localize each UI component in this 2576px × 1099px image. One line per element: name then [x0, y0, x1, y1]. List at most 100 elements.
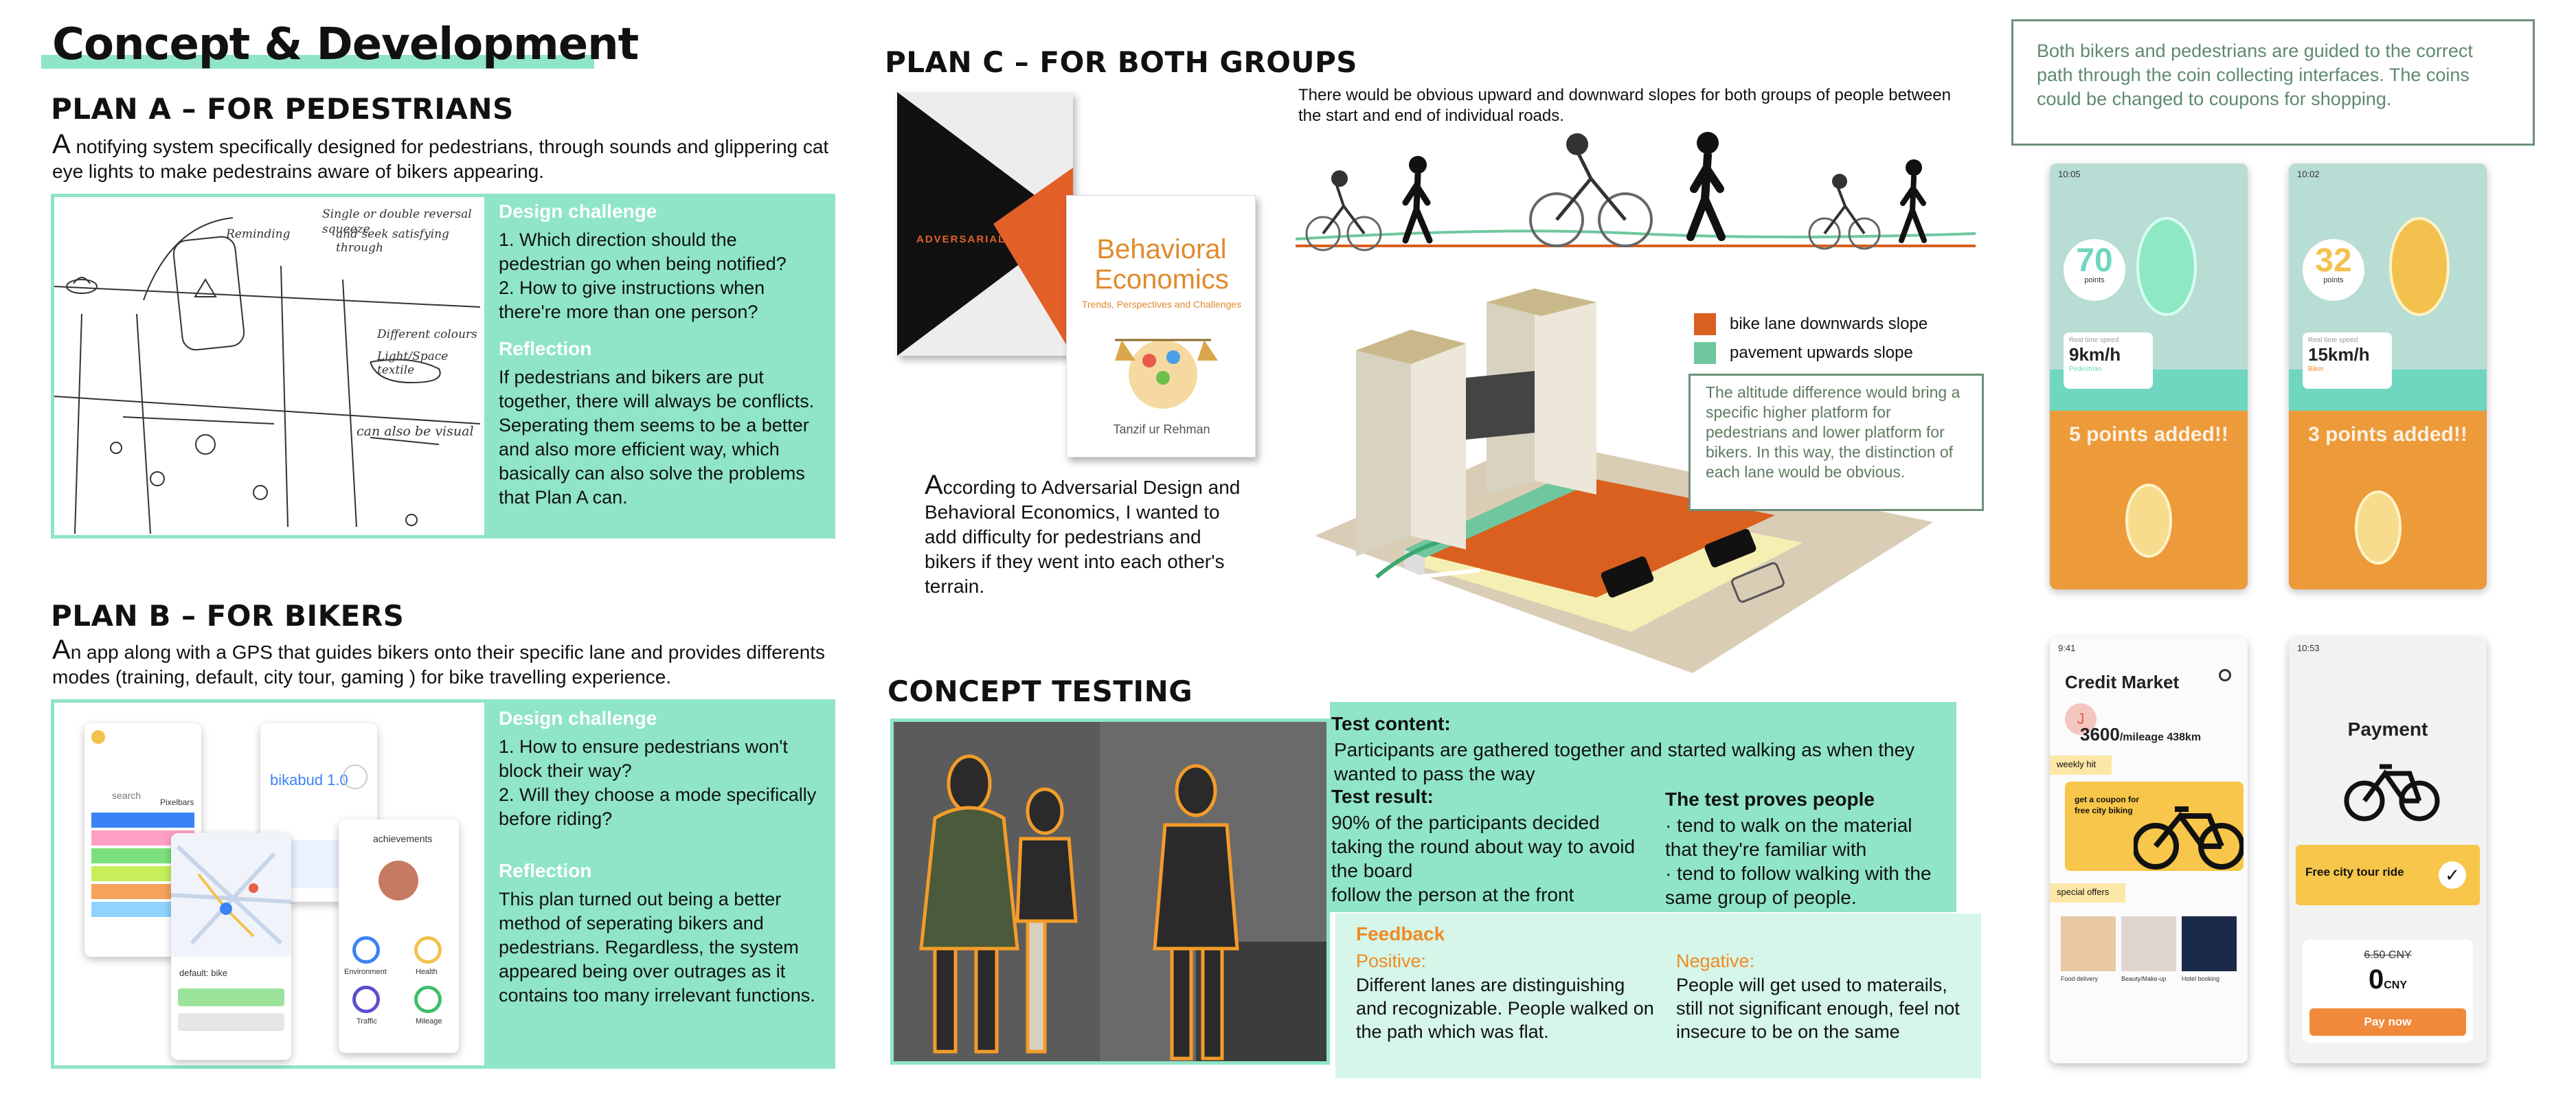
- app-achievements: achievements: [373, 833, 433, 844]
- test-content-label: Test content:: [1331, 713, 1451, 734]
- biker-figure-1: [1305, 170, 1382, 251]
- test-proves-text: · tend to walk on the material that they…: [1665, 815, 1932, 908]
- book-behavioral-author: Tanzif ur Rehman: [1113, 422, 1210, 436]
- altitude-note: The altitude difference would bring a sp…: [1688, 374, 1984, 511]
- app-health: Health: [416, 968, 438, 976]
- positive-label: Positive:: [1356, 951, 1427, 971]
- phone3-offer-1[interactable]: [2061, 916, 2116, 971]
- coin-note-text: Both bikers and pedestrians are guided t…: [2037, 41, 2473, 109]
- phone3-search-icon[interactable]: [2219, 669, 2231, 681]
- phone3-mileage: 3600/mileage 438km: [2080, 724, 2202, 745]
- plan-b-reflection-title: Reflection: [499, 860, 592, 881]
- phone3-title: Credit Market: [2065, 672, 2180, 692]
- title-underline: [41, 55, 594, 69]
- app-pixelbars: Pixelbars: [160, 797, 194, 807]
- phone3-offer-label-1: Food delivery: [2061, 975, 2099, 982]
- app-screen-achievements: achievements Environment Health Traffic …: [339, 819, 459, 1053]
- book-behavioral-subtitle: Trends, Perspectives and Challenges: [1081, 299, 1242, 310]
- biker-figure-2: [1529, 133, 1653, 247]
- slopes-text: There would be obvious upward and downwa…: [1298, 86, 1951, 125]
- altitude-note-text: The altitude difference would bring a sp…: [1706, 383, 1961, 481]
- app-search: search: [112, 790, 142, 801]
- app-map: [171, 833, 291, 957]
- phone2-mode: Biker: [2308, 365, 2324, 373]
- phone2-speed: 15km/h: [2308, 344, 2370, 365]
- testing-photo: [890, 718, 1330, 1065]
- app-mileage: Mileage: [416, 1017, 442, 1026]
- legend-swatch-green: [1694, 342, 1716, 364]
- sketch-note-6: can also be visual: [357, 424, 474, 439]
- plan-a-sketch: Single or double reversal squeeze Remind…: [51, 194, 488, 539]
- phone4-old-price: 6.50 CNY: [2364, 949, 2412, 961]
- book-behavioral-title: Behavioral Economics: [1094, 234, 1229, 295]
- phone3-avatar: J: [2065, 703, 2097, 735]
- app-home-title: bikabud 1.0: [270, 771, 348, 789]
- legend-label-bike: bike lane downwards slope: [1730, 315, 1928, 333]
- book-behavioral-economics: Behavioral Economics Trends, Perspective…: [1066, 195, 1256, 457]
- phone3-special: special offers: [2050, 883, 2125, 903]
- phone1-speed-card: Real time speed 9km/h Pedestrian: [2064, 332, 2153, 389]
- phone1-speed: 9km/h: [2069, 344, 2121, 365]
- phone3-offer-3[interactable]: [2182, 916, 2237, 971]
- sketch-note-5: Light/Space textile: [377, 350, 449, 377]
- book-behavioral-art: [1115, 339, 1218, 409]
- phone4-bicycle-icon: [2344, 764, 2440, 822]
- phone2-time: 10:02: [2297, 169, 2320, 179]
- feedback-panel: Feedback Positive: Different lanes are d…: [1335, 914, 1981, 1078]
- plan-b-title: PLAN B – FOR BIKERS: [51, 599, 405, 633]
- phone4-title: Payment: [2347, 718, 2428, 740]
- positive-text: Different lanes are distinguishing and r…: [1356, 975, 1654, 1042]
- phone2-speed-label: Real time speed: [2308, 337, 2358, 344]
- phone4-price-card: 6.50 CNY 0CNY Pay now: [2303, 940, 2473, 1043]
- phone3-offer-2[interactable]: [2121, 916, 2176, 971]
- phone3-weekly: weekly hit: [2050, 756, 2112, 775]
- phone3-coupon-card[interactable]: get a coupon for free city biking: [2065, 782, 2244, 871]
- phone3-offer-label-2: Beauty/Make-up: [2121, 975, 2167, 982]
- legend-bike-lane: bike lane downwards slope: [1694, 313, 1928, 335]
- page-title: Concept & Development: [52, 19, 639, 70]
- pedestrian-figure-2: [1686, 132, 1726, 241]
- phone1-added: 5 points added!!: [2069, 423, 2228, 446]
- app-traffic: Traffic: [357, 1017, 377, 1026]
- plan-a-intro: A notifying system specifically designed…: [52, 129, 829, 182]
- testing-panel: [1330, 702, 1956, 912]
- phone4-time: 10:53: [2297, 643, 2320, 653]
- plan-a-reflection-title: Reflection: [499, 338, 592, 359]
- sketch-drawing: [54, 217, 481, 534]
- plan-c-title: PLAN C – FOR BOTH GROUPS: [885, 45, 1358, 79]
- concept-testing-title: CONCEPT TESTING: [888, 675, 1193, 708]
- app-screen-map: default: bike: [171, 833, 291, 1060]
- slope-illustration: [1296, 132, 1976, 251]
- pedestrian-figure-1: [1402, 156, 1433, 244]
- coin-note-box: Both bikers and pedestrians are guided t…: [2011, 19, 2535, 146]
- test-proves-label: The test proves people: [1665, 789, 1875, 810]
- phone4-ride-label: Free city tour ride: [2305, 865, 2404, 879]
- phone4-ride-option[interactable]: Free city tour ride ✓: [2296, 845, 2480, 905]
- test-result-label: Test result:: [1331, 786, 1434, 807]
- phone-credit-market: 9:41 Credit Market J 3600/mileage 438km …: [2050, 637, 2248, 1063]
- phone2-speed-card: Real time speed 15km/h Biker: [2303, 332, 2392, 389]
- phone4-pay-button[interactable]: Pay now: [2309, 1008, 2466, 1036]
- phone3-time: 9:41: [2058, 643, 2076, 653]
- plan-a-challenge-text: 1. Which direction should the pedestrian…: [499, 229, 787, 322]
- sketch-note-3: and seek satisfying through: [336, 227, 449, 255]
- legend-swatch-orange: [1694, 313, 1716, 335]
- plan-c-text: According to Adversarial Design and Beha…: [925, 470, 1241, 597]
- sketch-note-4: Different colours: [377, 328, 477, 341]
- plan-a-challenge-title: Design challenge: [499, 201, 657, 222]
- phone1-points: 70: [2076, 242, 2113, 279]
- book-adversarial-design: ADVERSARIAL DESIGN: [897, 92, 1073, 356]
- book-adversarial-art: [897, 92, 1073, 356]
- phone1-points-label: points: [2084, 276, 2105, 284]
- phone1-time: 10:05: [2058, 169, 2081, 179]
- sketch-note-2: Reminding: [226, 227, 291, 241]
- phone2-added: 3 points added!!: [2308, 423, 2467, 446]
- phone1-points-badge: 70 points: [2064, 239, 2125, 301]
- plan-b-challenge-title: Design challenge: [499, 707, 657, 729]
- phone3-offer-label-3: Hotel booking: [2182, 975, 2220, 982]
- plan-b-panel: Design challenge 1. How to ensure pedest…: [485, 699, 835, 1069]
- sketch-note-1: Single or double reversal squeeze: [322, 207, 472, 236]
- feedback-positive: Positive: Different lanes are distinguis…: [1356, 951, 1658, 1043]
- pedestrian-figure-3: [1899, 159, 1927, 243]
- test-content-text: Participants are gathered together and s…: [1334, 739, 1915, 784]
